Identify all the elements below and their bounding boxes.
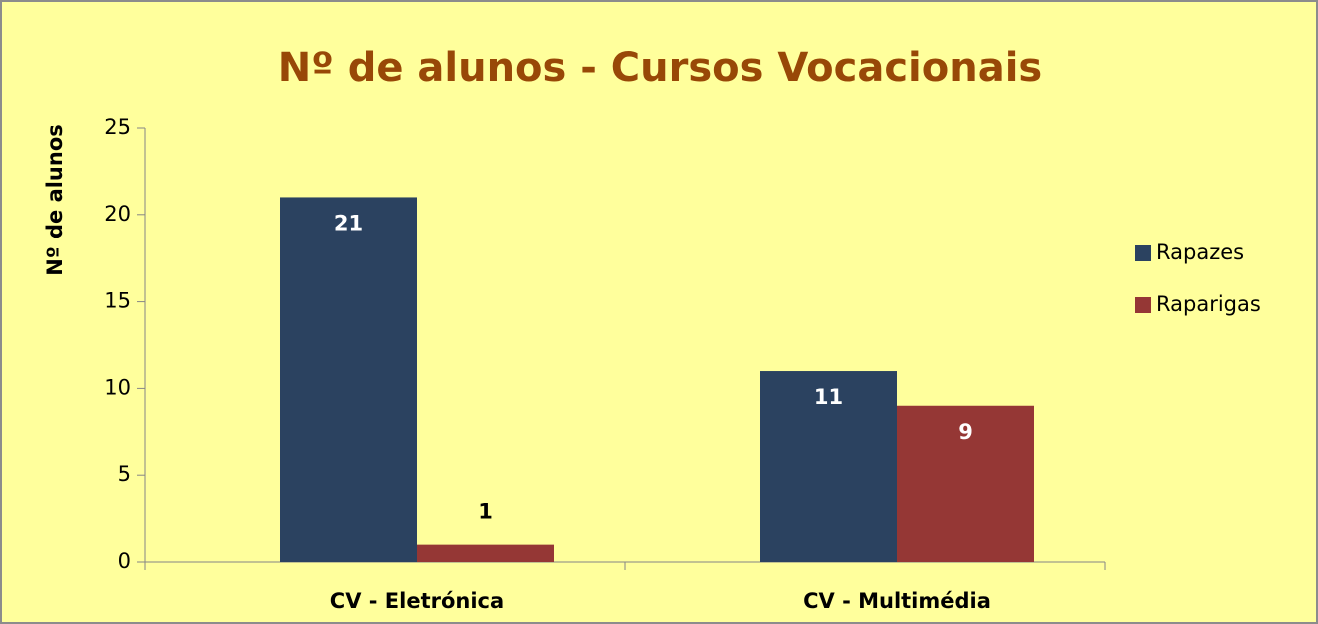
chart-title: Nº de alunos - Cursos Vocacionais — [278, 45, 1042, 91]
data-label: 11 — [814, 385, 843, 409]
x-tick-label: CV - Eletrónica — [330, 589, 504, 613]
legend-swatch — [1135, 245, 1151, 261]
bar — [417, 544, 554, 562]
bar — [760, 371, 897, 562]
y-tick-label: 25 — [104, 115, 131, 139]
data-label: 21 — [334, 211, 363, 235]
y-tick-label: 5 — [118, 462, 131, 486]
y-tick-label: 0 — [118, 549, 131, 573]
data-label: 9 — [958, 420, 973, 444]
x-tick-label: CV - Multimédia — [803, 589, 991, 613]
data-label: 1 — [478, 500, 493, 524]
y-tick-label: 10 — [104, 375, 131, 399]
y-tick-label: 15 — [104, 289, 131, 313]
bar — [280, 197, 417, 562]
y-axis-label: Nº de alunos — [43, 124, 67, 276]
y-tick-label: 20 — [104, 202, 131, 226]
bar — [897, 405, 1034, 562]
legend-swatch — [1135, 297, 1151, 313]
legend-label: Rapazes — [1156, 240, 1244, 264]
legend-label: Raparigas — [1156, 292, 1261, 316]
